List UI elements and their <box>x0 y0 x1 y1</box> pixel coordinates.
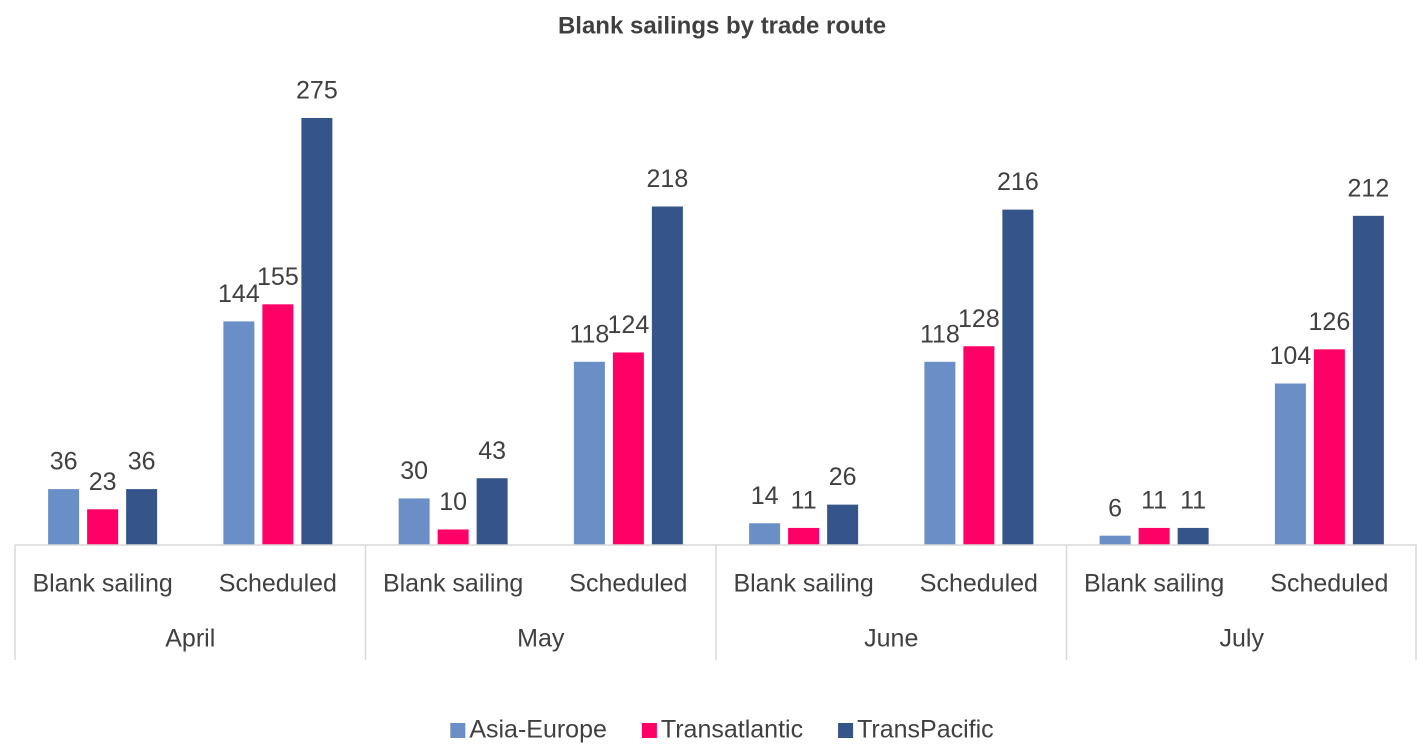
bar <box>827 504 859 545</box>
bar <box>963 346 995 545</box>
data-label: 6 <box>1108 494 1122 522</box>
group-label: June <box>864 625 918 653</box>
data-label: 26 <box>829 463 857 491</box>
data-label: 11 <box>1180 487 1206 515</box>
data-label: 23 <box>89 468 117 496</box>
x-tick-label: Blank sailing <box>383 570 523 598</box>
bar <box>398 498 430 545</box>
data-label: 126 <box>1309 308 1351 336</box>
group-label: May <box>517 625 565 653</box>
legend-label: Asia-Europe <box>469 716 607 744</box>
x-tick-label: Blank sailing <box>1084 570 1224 598</box>
bar <box>48 489 80 545</box>
data-label: 118 <box>920 320 960 348</box>
bar <box>1099 535 1131 545</box>
data-label: 36 <box>128 448 156 476</box>
bar <box>87 509 119 545</box>
bar <box>1138 527 1170 545</box>
data-label: 212 <box>1348 174 1390 202</box>
bar <box>924 361 956 545</box>
legend-swatch <box>450 723 466 738</box>
data-label: 118 <box>569 320 609 348</box>
group-label: July <box>1220 625 1265 653</box>
data-label: 275 <box>296 77 338 105</box>
group-label: April <box>165 625 215 653</box>
bar <box>437 529 469 545</box>
bar <box>223 321 255 545</box>
bar <box>1002 209 1034 546</box>
data-label: 43 <box>478 437 506 465</box>
bar <box>1352 215 1384 545</box>
legend-label: TransPacific <box>857 716 994 744</box>
data-label: 124 <box>608 311 650 339</box>
data-label: 30 <box>400 457 428 485</box>
data-label: 218 <box>647 165 689 193</box>
x-tick-label: Blank sailing <box>32 570 172 598</box>
data-label: 11 <box>1141 487 1167 515</box>
data-label: 11 <box>791 487 817 515</box>
x-tick-label: Blank sailing <box>733 570 873 598</box>
data-label: 216 <box>997 168 1039 196</box>
legend-label: Transatlantic <box>661 716 803 744</box>
legend-swatch <box>641 723 657 738</box>
bar <box>1177 527 1209 545</box>
bar <box>749 523 781 545</box>
x-tick-label: Scheduled <box>219 570 337 598</box>
data-label: 10 <box>439 488 467 516</box>
bar <box>1313 349 1345 545</box>
data-label: 155 <box>257 263 299 291</box>
bar <box>651 206 683 546</box>
x-tick-label: Scheduled <box>569 570 687 598</box>
bar <box>126 489 158 545</box>
bar <box>262 304 294 545</box>
data-label: 104 <box>1270 342 1312 370</box>
data-label: 14 <box>751 482 779 510</box>
bar <box>476 478 508 545</box>
data-label: 144 <box>218 280 260 308</box>
data-label: 128 <box>958 305 1000 333</box>
x-tick-label: Scheduled <box>920 570 1038 598</box>
bar <box>1274 383 1306 545</box>
bar <box>573 361 605 545</box>
bar <box>612 352 644 545</box>
data-label: 36 <box>50 448 78 476</box>
bar <box>788 527 820 545</box>
x-tick-label: Scheduled <box>1270 570 1388 598</box>
legend-swatch <box>838 723 854 738</box>
chart-title: Blank sailings by trade route <box>558 12 886 39</box>
bar <box>301 118 333 545</box>
